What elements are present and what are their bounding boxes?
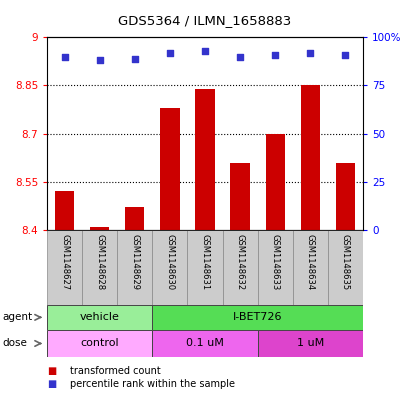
Point [306,50,313,56]
Text: GDS5364 / ILMN_1658883: GDS5364 / ILMN_1658883 [118,14,291,27]
Text: GSM1148633: GSM1148633 [270,233,279,290]
Bar [335,162,354,230]
Bar [187,230,222,305]
Bar [152,230,187,305]
Bar [300,85,319,230]
Text: GSM1148628: GSM1148628 [95,233,104,290]
Point [341,51,348,58]
Bar [257,330,362,357]
Text: vehicle: vehicle [80,312,119,322]
Bar [327,230,362,305]
Bar [292,230,327,305]
Bar [90,227,109,230]
Text: GSM1148635: GSM1148635 [340,233,349,290]
Bar [152,305,362,330]
Bar [47,230,82,305]
Bar [257,230,292,305]
Bar [265,134,284,230]
Text: percentile rank within the sample: percentile rank within the sample [70,379,234,389]
Text: GSM1148632: GSM1148632 [235,233,244,290]
Point [61,53,68,60]
Bar [195,89,214,230]
Text: 0.1 uM: 0.1 uM [186,338,223,349]
Text: transformed count: transformed count [70,365,160,376]
Point [96,57,103,64]
Bar [230,162,249,230]
Text: dose: dose [2,338,27,349]
Bar [125,208,144,230]
Text: GSM1148629: GSM1148629 [130,233,139,290]
Text: GSM1148634: GSM1148634 [305,233,314,290]
Text: control: control [80,338,119,349]
Point [166,50,173,56]
Bar [160,108,179,230]
Point [201,48,208,54]
Bar [55,191,74,230]
Bar [152,330,257,357]
Text: agent: agent [2,312,32,322]
Text: I-BET726: I-BET726 [232,312,282,322]
Bar [82,230,117,305]
Text: GSM1148627: GSM1148627 [60,233,69,290]
Text: 1 uM: 1 uM [296,338,323,349]
Point [236,53,243,60]
Bar [117,230,152,305]
Text: ■: ■ [47,379,56,389]
Text: GSM1148630: GSM1148630 [165,233,174,290]
Bar [222,230,257,305]
Text: ■: ■ [47,365,56,376]
Point [131,55,138,62]
Bar [47,330,152,357]
Bar [47,305,152,330]
Point [271,51,278,58]
Text: GSM1148631: GSM1148631 [200,233,209,290]
